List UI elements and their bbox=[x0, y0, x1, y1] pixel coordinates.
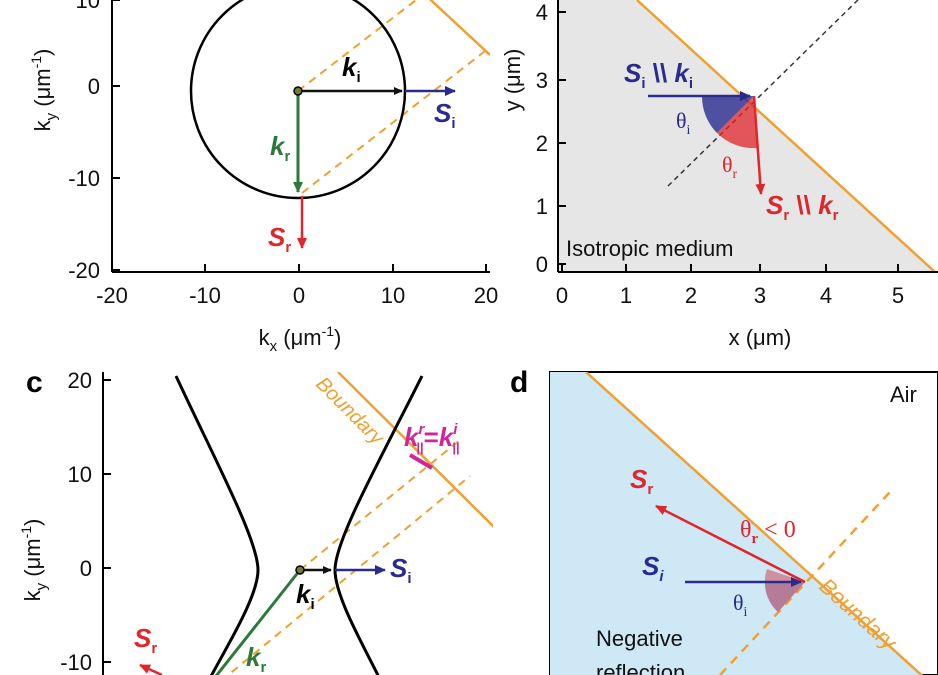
b-ytick-0: 4 bbox=[536, 0, 548, 25]
hyperbola-left bbox=[174, 375, 260, 675]
normal-line-d bbox=[719, 491, 891, 675]
boundary-line-c bbox=[337, 372, 493, 528]
sr-vector-c bbox=[139, 663, 163, 675]
panel-d-letter: d bbox=[510, 366, 528, 399]
b-ytick-3: 1 bbox=[536, 194, 548, 219]
boundary-line-d bbox=[585, 372, 924, 675]
a-xtick-3: 10 bbox=[381, 283, 405, 308]
panel-a: -20 -10 0 10 20 10 0 -10 -20 kx (μm-1) k… bbox=[28, 0, 498, 355]
sr-vector-d bbox=[655, 504, 806, 584]
negative-label-line1: Negative bbox=[596, 626, 683, 651]
origin-dot-a bbox=[293, 86, 303, 96]
sr-label-a: Sr bbox=[268, 222, 291, 256]
sr-label-c: Sr bbox=[134, 623, 157, 657]
theta-i-wedge bbox=[701, 96, 754, 133]
b-xtick-3: 3 bbox=[754, 283, 766, 308]
boundary-line-b bbox=[636, 0, 936, 272]
c-ytick-0: 20 bbox=[68, 368, 92, 393]
origin-dot-c bbox=[295, 565, 305, 575]
kpar-equation: kr ||=ki || bbox=[404, 421, 460, 455]
theta-i-label-d: θi bbox=[733, 590, 748, 620]
sr-label-d: Sr bbox=[630, 464, 653, 498]
a-ytick-1: 0 bbox=[88, 74, 100, 99]
b-ytick-2: 2 bbox=[536, 131, 548, 156]
theta-i-label-b: θi bbox=[676, 108, 691, 138]
ki-label-c: ki bbox=[296, 579, 315, 613]
dashed-line-a2 bbox=[301, 45, 490, 194]
boundary-line-a bbox=[428, 0, 490, 56]
b-ytick-1: 3 bbox=[536, 68, 548, 93]
b-xtick-4: 4 bbox=[820, 283, 832, 308]
a-xtick-2: 0 bbox=[293, 283, 305, 308]
incident-label-b: Si \\ ki bbox=[624, 58, 693, 92]
a-ytick-3: -20 bbox=[68, 258, 100, 283]
c-ytick-1: 10 bbox=[68, 462, 92, 487]
si-label-c: Si bbox=[390, 553, 412, 587]
medium-region-d bbox=[550, 372, 922, 675]
panel-c-letter: c bbox=[26, 366, 43, 399]
air-label: Air bbox=[890, 382, 917, 407]
panel-b: 0 1 2 3 4 5 4 3 2 1 0 x (μm) y (μm) Isot… bbox=[500, 0, 938, 350]
c-ytick-2: 0 bbox=[80, 556, 92, 581]
negative-label-line2: reflection bbox=[596, 660, 685, 675]
dashed-line-c2 bbox=[226, 475, 471, 675]
theta-r-wedge bbox=[717, 96, 758, 149]
medium-label: Isotropic medium bbox=[566, 236, 734, 261]
b-xtick-5: 5 bbox=[892, 283, 904, 308]
kpar-segment bbox=[408, 453, 434, 470]
a-xtick-4: 20 bbox=[474, 283, 498, 308]
sr-vector-b bbox=[752, 95, 766, 195]
a-xlabel: kx (μm-1) bbox=[259, 323, 342, 355]
b-xlabel: x (μm) bbox=[729, 325, 792, 350]
hyperbola-right bbox=[333, 375, 424, 675]
b-ytick-4: 0 bbox=[536, 252, 548, 277]
b-xtick-2: 2 bbox=[685, 283, 697, 308]
dashed-line-c1 bbox=[299, 439, 461, 571]
kr-label-c: kr bbox=[246, 642, 266, 675]
ki-label-a: ki bbox=[342, 52, 361, 86]
kr-vector-c bbox=[214, 569, 302, 675]
a-ylabel: ky (μm-1) bbox=[28, 49, 60, 132]
b-xtick-1: 1 bbox=[620, 283, 632, 308]
b-xtick-0: 0 bbox=[556, 283, 568, 308]
panel-c: c 20 10 0 -1 bbox=[18, 366, 493, 675]
a-xtick-0: -20 bbox=[96, 283, 128, 308]
kr-label-a: kr bbox=[270, 131, 290, 165]
dashed-line-a1 bbox=[297, 0, 418, 92]
theta-r-condition: θr < 0 bbox=[740, 517, 796, 547]
c-ylabel: ky (μm-1) bbox=[18, 519, 50, 602]
b-ylabel: y (μm) bbox=[500, 49, 525, 112]
theta-r-label-b: θr bbox=[722, 152, 738, 182]
si-label-d: Si bbox=[642, 551, 664, 585]
reflected-label-b: Sr \\ kr bbox=[766, 190, 839, 224]
si-label-a: Si bbox=[434, 98, 456, 132]
panel-d: d Air Boundary Sr Si θr < 0 θi Negative … bbox=[510, 366, 938, 675]
c-ytick-3: -10 bbox=[60, 650, 92, 675]
a-xtick-1: -10 bbox=[189, 283, 221, 308]
a-ytick-0: 10 bbox=[76, 0, 100, 13]
a-ytick-2: -10 bbox=[68, 166, 100, 191]
